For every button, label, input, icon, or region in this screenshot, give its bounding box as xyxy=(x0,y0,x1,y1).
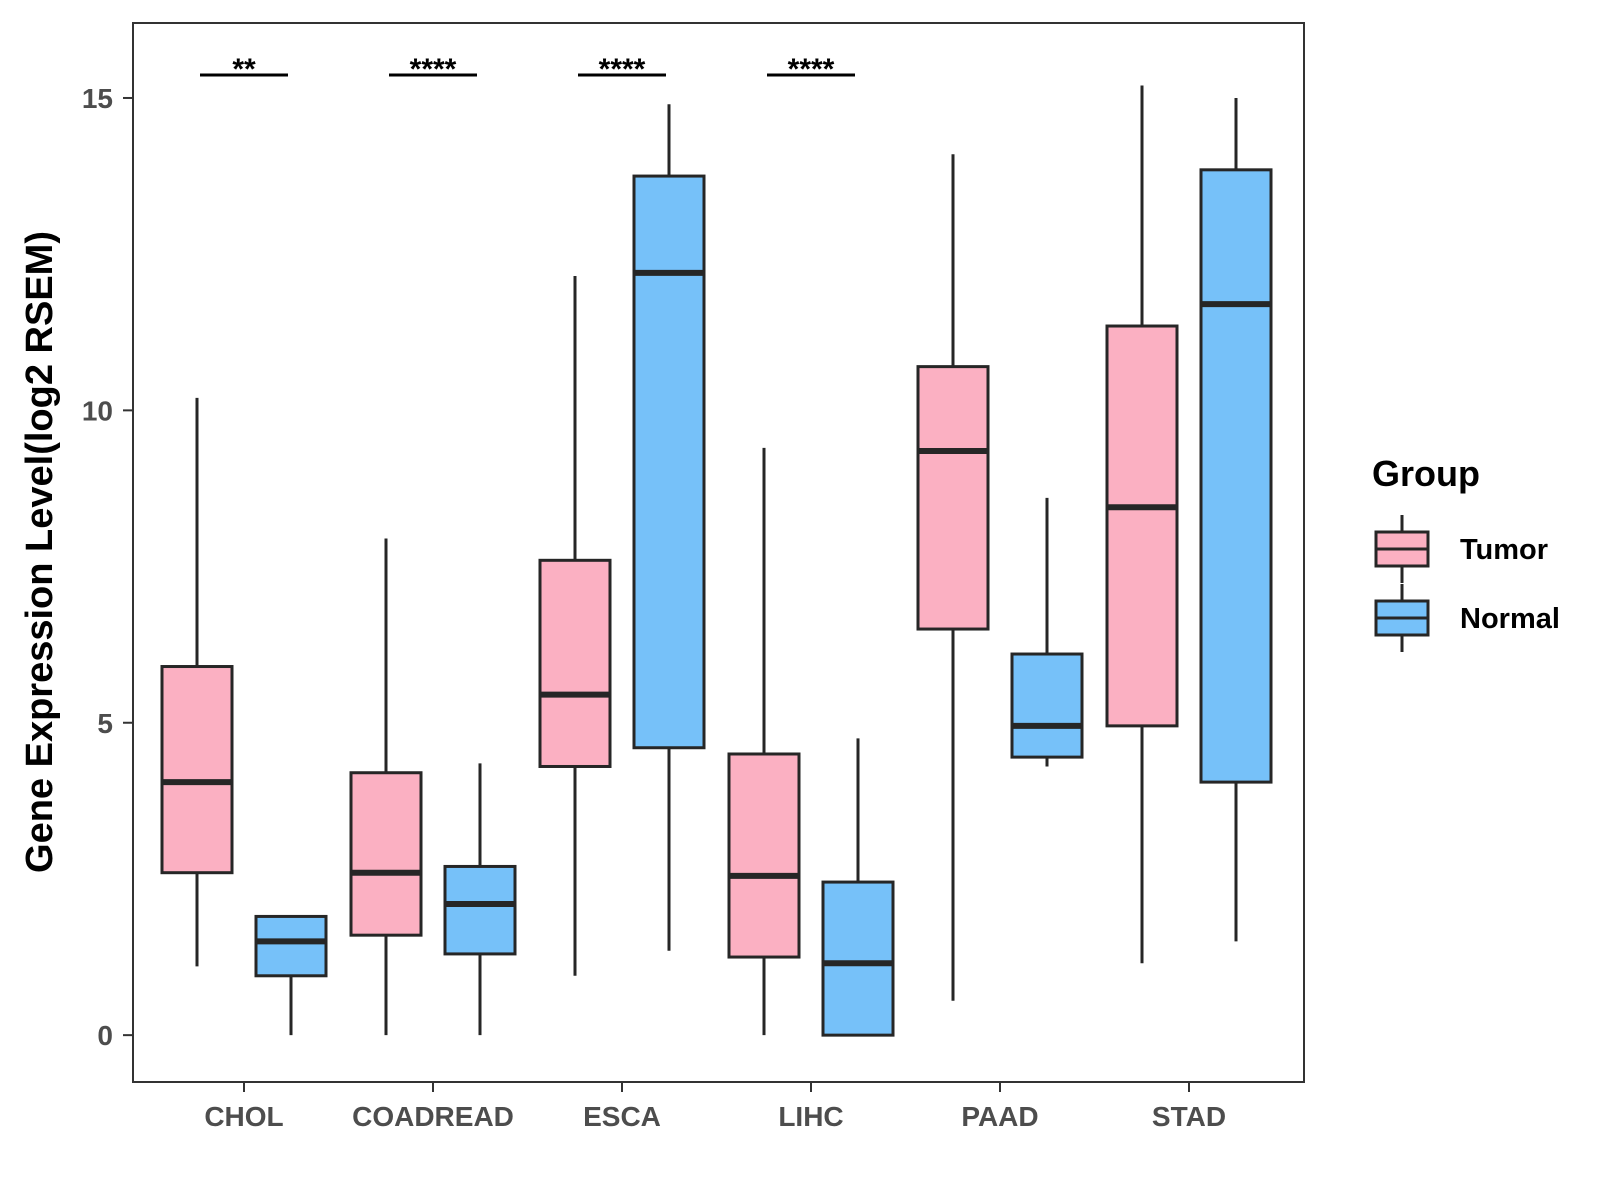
legend-key-normal xyxy=(1374,584,1430,652)
box-normal-paad xyxy=(1010,497,1084,767)
y-tick-label-15: 15 xyxy=(82,83,113,114)
sig-label-lihc: **** xyxy=(788,53,835,86)
y-axis: 0 5 10 15 xyxy=(82,83,133,1051)
x-tick-marks xyxy=(243,1082,1190,1092)
significance-annotations: ** **** **** **** xyxy=(200,53,855,86)
x-tick-label-coadread: COADREAD xyxy=(352,1101,514,1132)
box-body-tumor-coadread xyxy=(349,771,423,937)
box-normal-lihc xyxy=(821,738,895,1037)
box-tumor-chol xyxy=(160,397,234,967)
x-tick-label-chol: CHOL xyxy=(204,1101,283,1132)
x-tick-label-paad: PAAD xyxy=(961,1101,1038,1132)
box-tumor-lihc xyxy=(727,447,801,1036)
panel-border xyxy=(132,22,1305,1083)
legend-title: Group xyxy=(1372,453,1480,494)
sig-label-coadread: **** xyxy=(410,53,457,86)
box-body-normal-esca xyxy=(632,174,706,750)
box-body-tumor-paad xyxy=(916,365,990,631)
y-tick-label-10: 10 xyxy=(82,395,113,426)
box-body-normal-stad xyxy=(1199,168,1273,784)
box-body-normal-lihc xyxy=(821,880,895,1037)
legend-label-normal: Normal xyxy=(1460,603,1560,635)
box-normal-coadread xyxy=(443,763,517,1036)
x-tick-label-stad: STAD xyxy=(1152,1101,1226,1132)
box-tumor-coadread xyxy=(349,538,423,1036)
box-body-tumor-chol xyxy=(160,665,234,875)
box-body-tumor-esca xyxy=(538,558,612,768)
legend: Group Tumor Normal xyxy=(1372,453,1560,652)
y-tick-label-5: 5 xyxy=(97,708,113,739)
box-normal-stad xyxy=(1199,97,1273,942)
legend-key-tumor xyxy=(1374,515,1430,583)
sig-label-esca: **** xyxy=(599,53,646,86)
y-axis-title: Gene Expression Level(log2 RSEM) xyxy=(19,231,61,873)
box-series-group xyxy=(160,85,1273,1037)
x-axis: CHOL COADREAD ESCA LIHC PAAD STAD xyxy=(204,1082,1226,1132)
box-normal-chol xyxy=(254,914,328,1036)
sig-label-chol: ** xyxy=(232,53,256,86)
box-normal-esca xyxy=(632,104,706,951)
box-body-normal-coadread xyxy=(443,864,517,956)
box-body-normal-paad xyxy=(1010,652,1084,759)
y-tick-label-0: 0 xyxy=(97,1020,113,1051)
box-tumor-stad xyxy=(1105,85,1179,964)
box-tumor-esca xyxy=(538,276,612,976)
box-body-tumor-stad xyxy=(1105,324,1179,728)
box-tumor-paad xyxy=(916,154,990,1001)
y-tick-marks xyxy=(123,96,133,1037)
box-body-normal-chol xyxy=(254,914,328,978)
box-body-tumor-lihc xyxy=(727,752,801,959)
x-tick-label-lihc: LIHC xyxy=(778,1101,843,1132)
legend-label-tumor: Tumor xyxy=(1460,534,1548,566)
x-tick-label-esca: ESCA xyxy=(583,1101,661,1132)
